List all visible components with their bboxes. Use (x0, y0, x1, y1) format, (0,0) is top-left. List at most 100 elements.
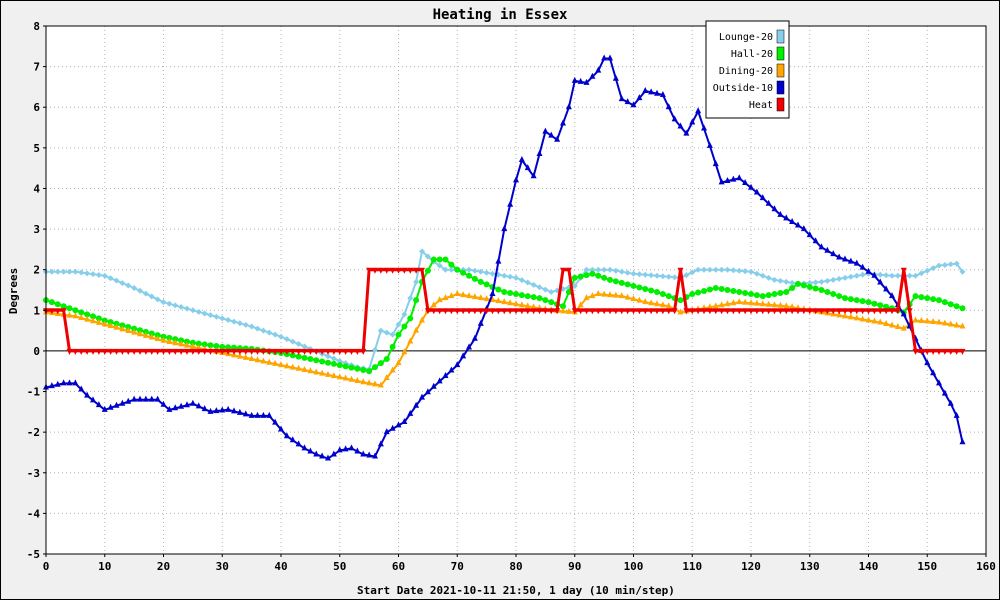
data-point (889, 321, 895, 328)
data-point (101, 272, 108, 279)
data-point (148, 395, 155, 402)
data-point (695, 266, 702, 273)
data-point (677, 297, 684, 304)
data-point (589, 292, 596, 299)
data-point (524, 308, 531, 315)
data-point (730, 288, 737, 295)
data-point (95, 348, 102, 355)
data-point (283, 362, 290, 369)
data-point (154, 335, 161, 342)
data-point (236, 408, 243, 415)
data-point (219, 315, 226, 322)
data-point (877, 308, 884, 315)
data-point (436, 296, 443, 303)
data-point (936, 297, 942, 304)
data-point (72, 307, 79, 314)
data-point (466, 343, 472, 350)
data-point (607, 291, 613, 298)
y-tick-label: -1 (27, 386, 41, 399)
data-point (236, 352, 243, 359)
data-point (853, 314, 860, 321)
data-point (48, 382, 55, 389)
data-point (795, 280, 801, 287)
data-point (712, 302, 719, 309)
data-point (189, 307, 196, 314)
data-point (131, 325, 138, 332)
data-point (748, 183, 754, 190)
data-point (489, 290, 496, 297)
data-point (113, 323, 120, 330)
data-point (424, 267, 431, 274)
x-tick-label: 60 (392, 560, 405, 573)
y-tick-labels: -5 -4 -3 -2 -1 0 1 2 3 4 5 6 7 8 (27, 20, 46, 561)
data-point (172, 336, 179, 343)
data-point (771, 205, 778, 212)
data-point (689, 269, 696, 276)
data-point (307, 447, 314, 454)
data-point (659, 308, 666, 315)
data-point (137, 395, 143, 402)
data-point (325, 359, 331, 366)
data-point (454, 361, 461, 368)
data-point (847, 273, 854, 280)
data-point (307, 367, 314, 374)
legend-swatch (776, 63, 785, 78)
data-point (800, 308, 807, 315)
data-point (401, 311, 408, 318)
data-point (166, 348, 173, 355)
data-point (254, 356, 261, 363)
data-point (201, 348, 208, 355)
data-point (718, 178, 725, 185)
data-point (742, 308, 749, 315)
data-point (354, 348, 361, 355)
data-point (442, 308, 449, 315)
data-point (883, 303, 890, 310)
data-point (618, 95, 625, 102)
data-point (283, 432, 290, 439)
data-point (360, 367, 367, 374)
data-point (72, 312, 79, 319)
x-tick-label: 10 (98, 560, 111, 573)
data-point (654, 272, 660, 279)
data-point (554, 308, 561, 315)
data-point (260, 411, 267, 418)
data-point (842, 274, 848, 281)
y-tick-label: 4 (33, 182, 40, 195)
data-point (272, 348, 279, 355)
data-point (278, 348, 284, 355)
data-point (336, 362, 343, 369)
data-point (560, 119, 566, 126)
data-point (565, 103, 572, 110)
data-point (489, 296, 496, 303)
data-point (189, 342, 196, 349)
data-point (60, 268, 67, 275)
data-point (724, 177, 731, 184)
data-point (260, 348, 267, 355)
data-point (101, 317, 108, 324)
data-point (90, 396, 96, 403)
data-point (759, 300, 766, 307)
data-point (466, 272, 472, 279)
data-point (542, 308, 549, 315)
data-point (172, 339, 179, 346)
data-point (336, 446, 343, 453)
data-point (113, 277, 120, 284)
data-point (54, 301, 61, 308)
data-point (724, 300, 731, 307)
data-point (442, 294, 449, 301)
data-point (530, 294, 537, 301)
data-point (571, 282, 578, 289)
data-point (354, 376, 361, 383)
data-point (930, 348, 937, 355)
data-point (812, 237, 819, 244)
data-point (906, 308, 913, 315)
data-point (748, 268, 754, 275)
data-point (383, 356, 390, 363)
data-point (806, 283, 813, 290)
data-point (66, 305, 73, 312)
data-point (894, 308, 901, 315)
data-point (436, 377, 443, 384)
data-point (148, 333, 155, 340)
data-point (630, 308, 637, 315)
